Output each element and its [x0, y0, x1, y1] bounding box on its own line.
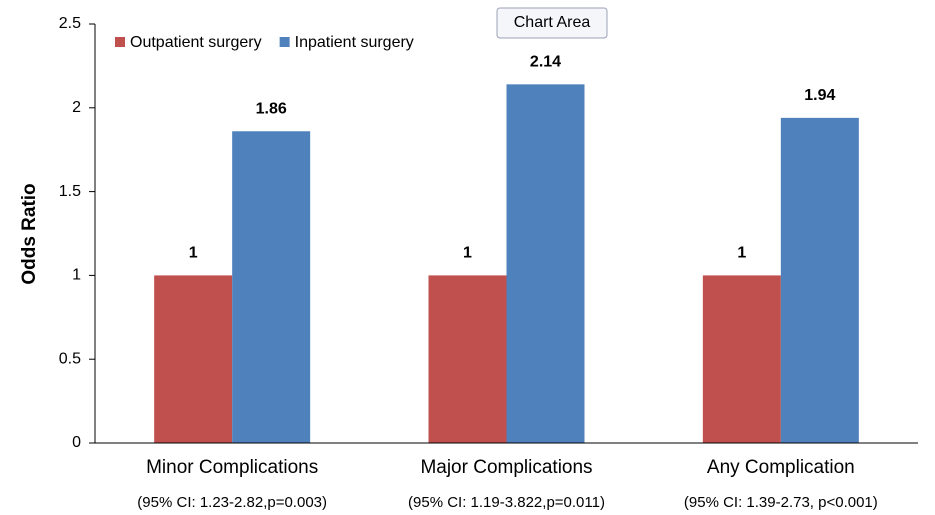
bar [232, 131, 311, 443]
y-tick-label: 1.5 [59, 183, 81, 200]
y-tick-label: 2 [72, 99, 81, 116]
data-label: 1 [463, 245, 472, 262]
data-label: 1.94 [804, 87, 835, 104]
bar [780, 117, 859, 443]
x-tick-label: Any Complication [707, 457, 855, 478]
bar [154, 275, 233, 443]
annotation: (95% CI: 1.39-2.73, p<0.001) [684, 494, 878, 511]
data-label: 1.86 [256, 100, 287, 117]
bar [702, 275, 781, 443]
data-label: 2.14 [530, 54, 561, 71]
data-label: 1 [737, 245, 746, 262]
annotation: (95% CI: 1.23-2.82,p=0.003) [137, 494, 327, 511]
y-tick-label: 1 [72, 267, 81, 284]
data-label: 1 [189, 245, 198, 262]
x-tick-label: Minor Complications [146, 457, 318, 478]
annotation: (95% CI: 1.19-3.822,p=0.011) [408, 494, 605, 511]
bar [506, 84, 585, 443]
tooltip-text: Chart Area [514, 14, 591, 31]
legend-swatch [115, 37, 125, 47]
y-tick-label: 0 [72, 434, 81, 451]
y-tick-label: 0.5 [59, 350, 81, 367]
y-axis-label: Odds Ratio [19, 183, 40, 284]
tooltip: Chart Area [496, 7, 608, 39]
tooltip-box [496, 7, 608, 39]
legend-label: Outpatient surgery [130, 34, 262, 51]
bar [428, 275, 507, 443]
legend-swatch [279, 37, 290, 47]
x-tick-label: Major Complications [420, 457, 592, 478]
y-tick-label: 2.5 [59, 15, 81, 32]
legend-label: Inpatient surgery [295, 34, 414, 51]
